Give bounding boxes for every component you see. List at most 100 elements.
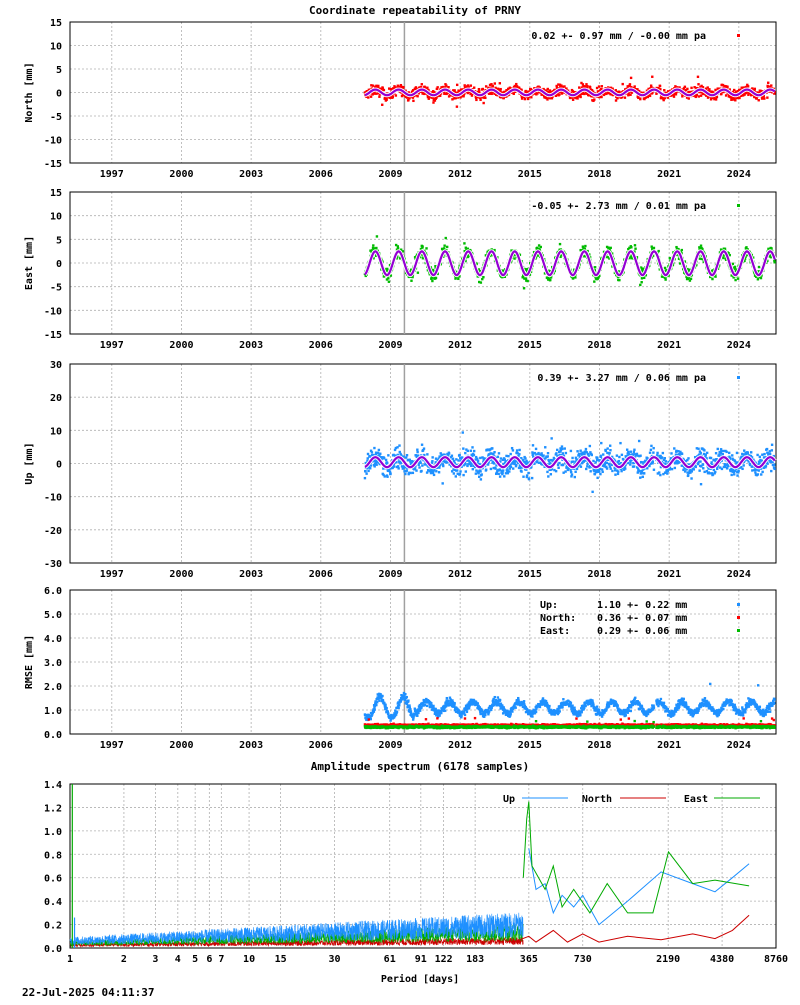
data-point <box>643 277 645 279</box>
data-point <box>610 467 612 469</box>
x-tick-label: 2015 <box>518 569 542 580</box>
data-point <box>652 451 654 453</box>
data-point <box>763 97 765 99</box>
data-point <box>445 237 447 239</box>
data-point <box>470 84 472 86</box>
data-point <box>392 96 394 98</box>
data-point <box>670 452 672 454</box>
y-tick-label: 5 <box>56 235 62 246</box>
data-point <box>479 99 481 101</box>
data-point <box>722 257 724 259</box>
data-point <box>693 468 695 470</box>
data-point <box>557 467 559 469</box>
data-point <box>639 98 641 100</box>
data-point <box>626 449 628 451</box>
data-point <box>476 458 478 460</box>
rmse-point <box>373 708 375 710</box>
data-point <box>527 472 529 474</box>
data-point <box>473 454 475 456</box>
data-point <box>503 475 505 477</box>
data-point <box>549 462 551 464</box>
data-point <box>598 85 600 87</box>
data-point <box>550 473 552 475</box>
data-point <box>624 96 626 98</box>
data-point <box>641 461 643 463</box>
data-point <box>589 445 591 447</box>
x-tick-label: 2012 <box>448 740 472 751</box>
data-point <box>397 247 399 249</box>
data-point <box>747 452 749 454</box>
data-point <box>421 245 423 247</box>
data-point <box>393 465 395 467</box>
data-point <box>464 84 466 86</box>
rmse-point <box>444 709 446 711</box>
data-point <box>467 450 469 452</box>
data-point <box>589 470 591 472</box>
data-point <box>634 247 636 249</box>
data-point <box>379 453 381 455</box>
y-tick-label: -5 <box>50 112 62 123</box>
data-point <box>658 471 660 473</box>
rmse-point <box>409 708 411 710</box>
data-point <box>499 82 501 84</box>
data-point <box>593 98 595 100</box>
data-point <box>720 448 722 450</box>
data-point <box>416 95 418 97</box>
data-point <box>462 431 464 433</box>
data-point <box>686 88 688 90</box>
data-point <box>564 470 566 472</box>
rmse-point <box>426 705 428 707</box>
x-tick-label: 2012 <box>448 569 472 580</box>
rmse-point <box>384 704 386 706</box>
data-point <box>542 454 544 456</box>
data-point <box>771 449 773 451</box>
data-point <box>458 454 460 456</box>
data-point <box>601 471 603 473</box>
x-tick-label: 2024 <box>727 340 751 351</box>
rmse-point <box>417 712 419 714</box>
data-point <box>596 477 598 479</box>
data-point <box>526 280 528 282</box>
data-point <box>649 95 651 97</box>
data-point <box>710 457 712 459</box>
data-point <box>367 470 369 472</box>
data-point <box>742 464 744 466</box>
data-point <box>569 469 571 471</box>
data-point <box>591 491 593 493</box>
data-point <box>364 470 366 472</box>
data-point <box>421 83 423 85</box>
data-point <box>459 470 461 472</box>
data-point <box>716 468 718 470</box>
data-point <box>737 277 739 279</box>
data-point <box>494 467 496 469</box>
data-point <box>599 473 601 475</box>
data-point <box>773 261 775 263</box>
data-point <box>770 247 772 249</box>
data-point <box>642 476 644 478</box>
data-point <box>607 247 609 249</box>
data-point <box>451 455 453 457</box>
data-point <box>640 472 642 474</box>
data-point <box>698 469 700 471</box>
data-point <box>416 451 418 453</box>
data-point <box>570 450 572 452</box>
data-point <box>741 468 743 470</box>
y-tick-label: -10 <box>44 493 62 504</box>
data-point <box>518 449 520 451</box>
y-tick-label: 15 <box>50 18 62 29</box>
data-point <box>456 105 458 107</box>
rmse-point <box>375 704 377 706</box>
y-tick-label: 15 <box>50 188 62 199</box>
data-point <box>371 451 373 453</box>
rmse-point <box>424 704 426 706</box>
legend-marker <box>737 204 740 207</box>
data-point <box>726 86 728 88</box>
data-point <box>559 243 561 245</box>
data-point <box>384 475 386 477</box>
data-point <box>452 458 454 460</box>
data-point <box>574 471 576 473</box>
data-point <box>708 472 710 474</box>
data-point <box>365 472 367 474</box>
data-point <box>711 278 713 280</box>
data-point <box>706 452 708 454</box>
